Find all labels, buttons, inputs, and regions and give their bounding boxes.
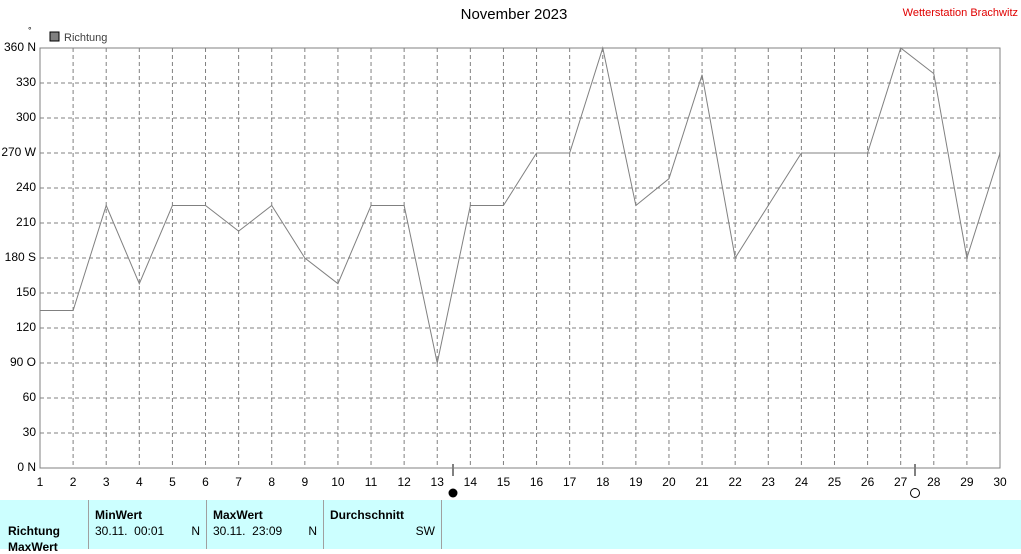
plot-frame <box>39 47 1001 469</box>
x-tick-label: 30 <box>993 475 1007 489</box>
average-value: SW <box>415 524 435 538</box>
summary-table: Richtung MaxWert MinWert 30.11. 00:01 N … <box>0 500 1021 554</box>
source: Wetterstation Brachwitz <box>903 7 1018 19</box>
legend-swatch <box>49 31 60 42</box>
new-moon <box>448 488 458 498</box>
x-tick-label: 3 <box>103 475 110 489</box>
chart-title: November 2023 <box>461 6 568 23</box>
x-tick-label: 11 <box>365 475 378 489</box>
x-tick-label: 6 <box>202 475 209 489</box>
x-tick-label: 9 <box>301 475 308 489</box>
x-tick-label: 14 <box>464 475 478 489</box>
x-tick-label: 7 <box>235 475 242 489</box>
x-tick-label: 23 <box>762 475 776 489</box>
y-tick-label: 150 <box>16 285 36 299</box>
chart: November 2023 Wetterstation Brachwitz ° … <box>1 6 1018 498</box>
x-tick-label: 24 <box>795 475 809 489</box>
data-line <box>40 46 1001 364</box>
x-tick-label: 26 <box>861 475 875 489</box>
y-tick-label: 60 <box>23 390 37 404</box>
y-tick-label: 90 O <box>10 355 36 369</box>
x-tick-label: 13 <box>431 475 445 489</box>
x-tick-label: 12 <box>397 475 411 489</box>
y-tick-label: 30 <box>23 425 37 439</box>
y-tick-label: 330 <box>16 75 36 89</box>
x-tick-label: 29 <box>960 475 974 489</box>
y-tick-label: 210 <box>16 215 36 229</box>
min-time: 30.11. 00:01 <box>95 524 165 538</box>
x-tick-label: 8 <box>268 475 275 489</box>
min-value: N <box>191 524 200 538</box>
x-tick-label: 2 <box>70 475 77 489</box>
x-tick-label: 17 <box>563 475 577 489</box>
header: MinWert <box>95 508 143 522</box>
x-tick-label: 5 <box>169 475 176 489</box>
min-column: MinWert 30.11. 00:01 N <box>88 500 206 549</box>
header: Durchschnitt <box>330 508 405 522</box>
max-column: MaxWert 30.11. 23:09 N <box>206 500 323 549</box>
y-tick-label: 360 N <box>4 40 36 54</box>
row-label: Richtung <box>8 524 60 538</box>
average-column: Durchschnitt SW <box>323 500 442 549</box>
x-tick-label: 25 <box>828 475 842 489</box>
x-tick-label: 28 <box>927 475 941 489</box>
y-tick-label: 180 S <box>5 250 36 264</box>
x-tick-label: 10 <box>331 475 345 489</box>
x-tick-label: 16 <box>530 475 544 489</box>
header: MaxWert <box>213 508 263 522</box>
row-label: MaxWert <box>8 540 58 554</box>
x-tick-label: 27 <box>894 475 908 489</box>
y-tick-label: 300 <box>16 110 36 124</box>
x-tick-label: 4 <box>136 475 143 489</box>
y-unit: ° <box>28 25 32 35</box>
max-time: 30.11. 23:09 <box>213 524 283 538</box>
x-tick-label: 22 <box>728 475 742 489</box>
x-tick-label: 1 <box>37 475 44 489</box>
y-tick-label: 120 <box>16 320 36 334</box>
y-tick-label: 0 N <box>17 460 36 474</box>
legend-label: Richtung <box>64 32 107 44</box>
full-moon <box>910 488 920 498</box>
max-value: N <box>308 524 317 538</box>
x-tick-label: 18 <box>596 475 610 489</box>
x-tick-label: 20 <box>662 475 676 489</box>
x-tick-label: 15 <box>497 475 511 489</box>
x-tick-label: 21 <box>695 475 709 489</box>
x-tick-label: 19 <box>629 475 643 489</box>
y-tick-label: 240 <box>16 180 36 194</box>
y-tick-label: 270 W <box>1 145 36 159</box>
